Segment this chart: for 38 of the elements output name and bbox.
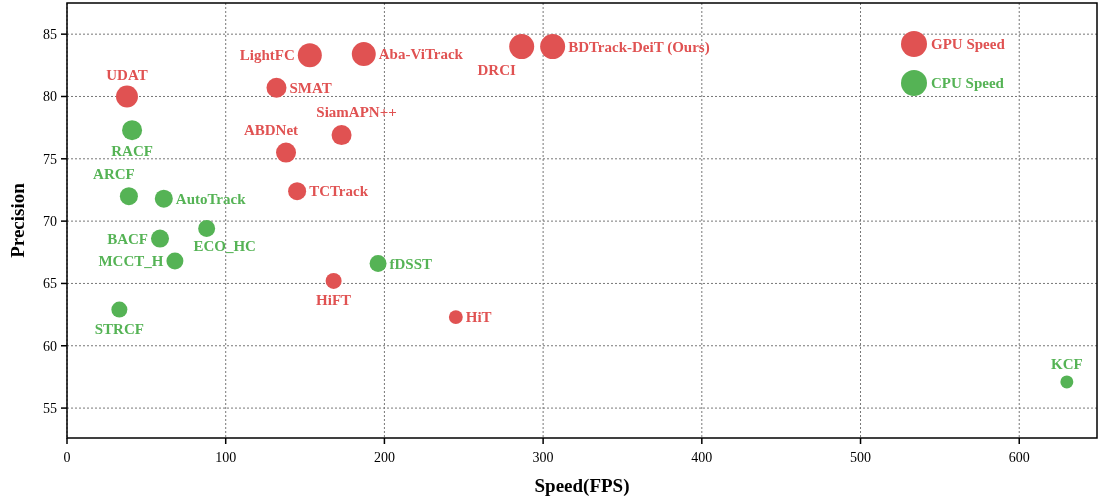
annotation: STRCF <box>94 320 144 337</box>
annotation: ABDNet <box>243 121 299 138</box>
annotation: KCF <box>1051 356 1083 373</box>
y-tick-label: 85 <box>43 27 57 43</box>
x-tick-label: 500 <box>850 450 872 465</box>
annotation: ARCF <box>93 166 135 183</box>
y-tick-label: 55 <box>43 401 57 417</box>
annotation: Aba-ViTrack <box>378 46 464 63</box>
annotation: BDTrack-DeiT (Ours) <box>568 38 710 56</box>
x-axis-title: Speed(FPS) <box>534 475 630 497</box>
x-tick-label: 600 <box>1008 450 1030 465</box>
y-tick-label: 75 <box>43 151 57 167</box>
y-tick-label: 70 <box>43 214 57 230</box>
y-tick-label: 60 <box>43 338 57 354</box>
annotation: BACF <box>107 230 148 247</box>
x-tick-label: 100 <box>215 450 237 465</box>
y-tick-label: 80 <box>43 89 57 105</box>
annotation: DRCI <box>477 62 517 79</box>
y-tick-label: 65 <box>43 276 57 292</box>
annotation: SMAT <box>289 79 332 96</box>
annotation: SiamAPN++ <box>316 104 397 121</box>
annotation: HiT <box>465 309 492 326</box>
x-tick-label: 0 <box>63 450 71 465</box>
x-tick-label: 400 <box>691 450 713 465</box>
legend-label: GPU Speed <box>931 36 1006 52</box>
annotation: MCCT_H <box>98 253 164 270</box>
y-axis-title: Precision <box>7 182 28 258</box>
annotation: fDSST <box>389 255 433 272</box>
annotation: ECO_HC <box>193 238 256 255</box>
annotation: UDAT <box>106 66 148 83</box>
legend-label: CPU Speed <box>931 75 1005 91</box>
annotation: TCTrack <box>309 183 369 200</box>
x-tick-label: 300 <box>532 450 554 465</box>
annotation: RACF <box>111 143 153 160</box>
annotation: AutoTrack <box>175 190 247 207</box>
annotation: LightFC <box>239 47 295 64</box>
annotation: HiFT <box>316 291 352 308</box>
x-tick-label: 200 <box>373 450 395 465</box>
